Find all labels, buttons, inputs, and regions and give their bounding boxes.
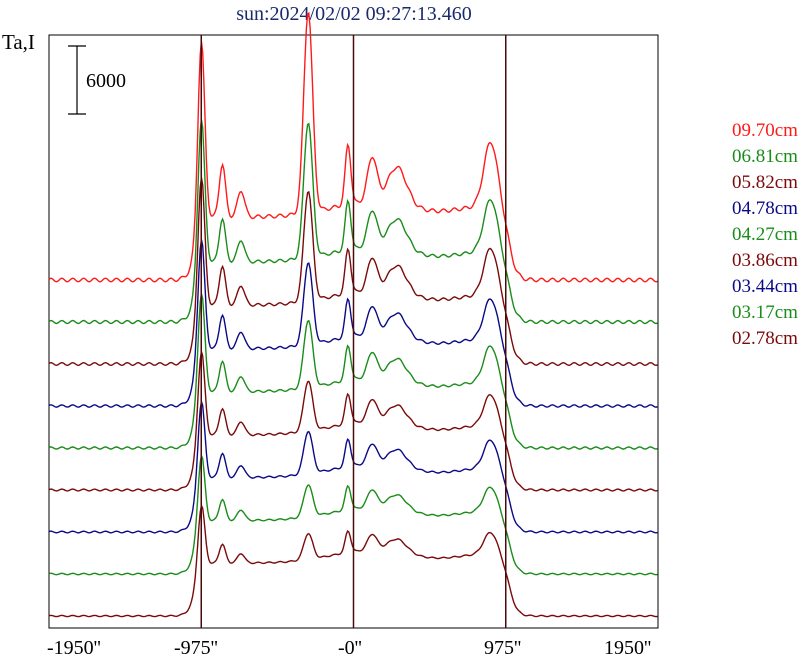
legend-item: 02.78cm	[732, 328, 798, 349]
chart-title: sun:2024/02/02 09:27:13.460	[236, 3, 472, 25]
legend-item: 06.81cm	[732, 146, 798, 167]
x-tick-label: 975''	[484, 637, 522, 659]
legend: 09.70cm 06.81cm 05.82cm 04.78cm 04.27cm …	[732, 118, 798, 352]
x-tick-label: 1950''	[604, 637, 652, 659]
legend-item: 09.70cm	[732, 120, 798, 141]
x-tick-label: -975''	[174, 637, 218, 659]
y-axis-label: Ta,I	[2, 30, 35, 54]
legend-item: 03.17cm	[732, 302, 798, 323]
scale-bar-label: 6000	[86, 70, 126, 92]
legend-item: 04.27cm	[732, 224, 798, 245]
legend-item: 03.86cm	[732, 250, 798, 271]
x-tick-label: -1950''	[47, 637, 101, 659]
legend-item: 04.78cm	[732, 198, 798, 219]
legend-item: 03.44cm	[732, 276, 798, 297]
x-tick-label: -0''	[338, 637, 362, 659]
legend-item: 05.82cm	[732, 172, 798, 193]
